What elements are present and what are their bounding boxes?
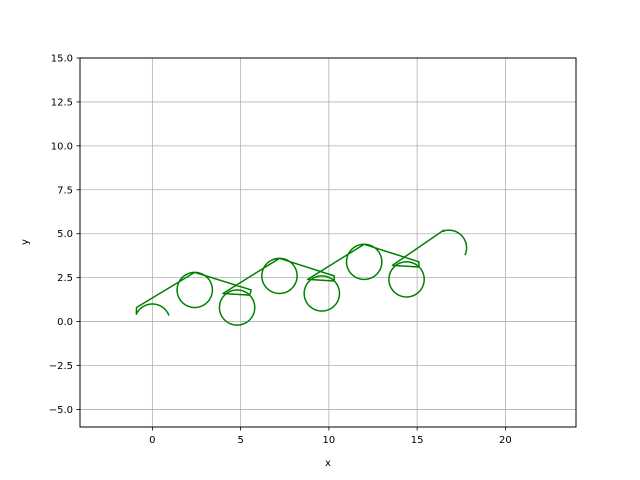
y-tick-label: −5.0 [49,405,73,416]
x-tick-label: 5 [237,435,243,446]
series-layer [135,229,468,326]
y-ticks: −5.0 −2.5 0.0 2.5 5.0 7.5 10.0 12.5 15.0 [49,54,80,416]
y-tick-label: 7.5 [57,185,73,196]
x-tick-label: 10 [323,435,336,446]
axes-frame [79,57,577,428]
y-tick-label: 5.0 [57,229,73,240]
x-ticks: 0 5 10 15 20 [149,427,512,446]
y-tick-label: 10.0 [51,141,73,152]
x-tick-label: 0 [149,435,155,446]
y-tick-label: 2.5 [57,273,73,284]
x-axis-label: x [325,458,331,469]
y-axis-label: y [20,239,31,245]
series-line-0 [135,229,468,326]
x-tick-label: 15 [411,435,424,446]
y-tick-label: −2.5 [49,361,73,372]
y-tick-label: 15.0 [51,54,73,65]
y-tick-label: 0.0 [57,317,73,328]
x-tick-label: 20 [499,435,512,446]
y-tick-label: 12.5 [51,97,73,108]
